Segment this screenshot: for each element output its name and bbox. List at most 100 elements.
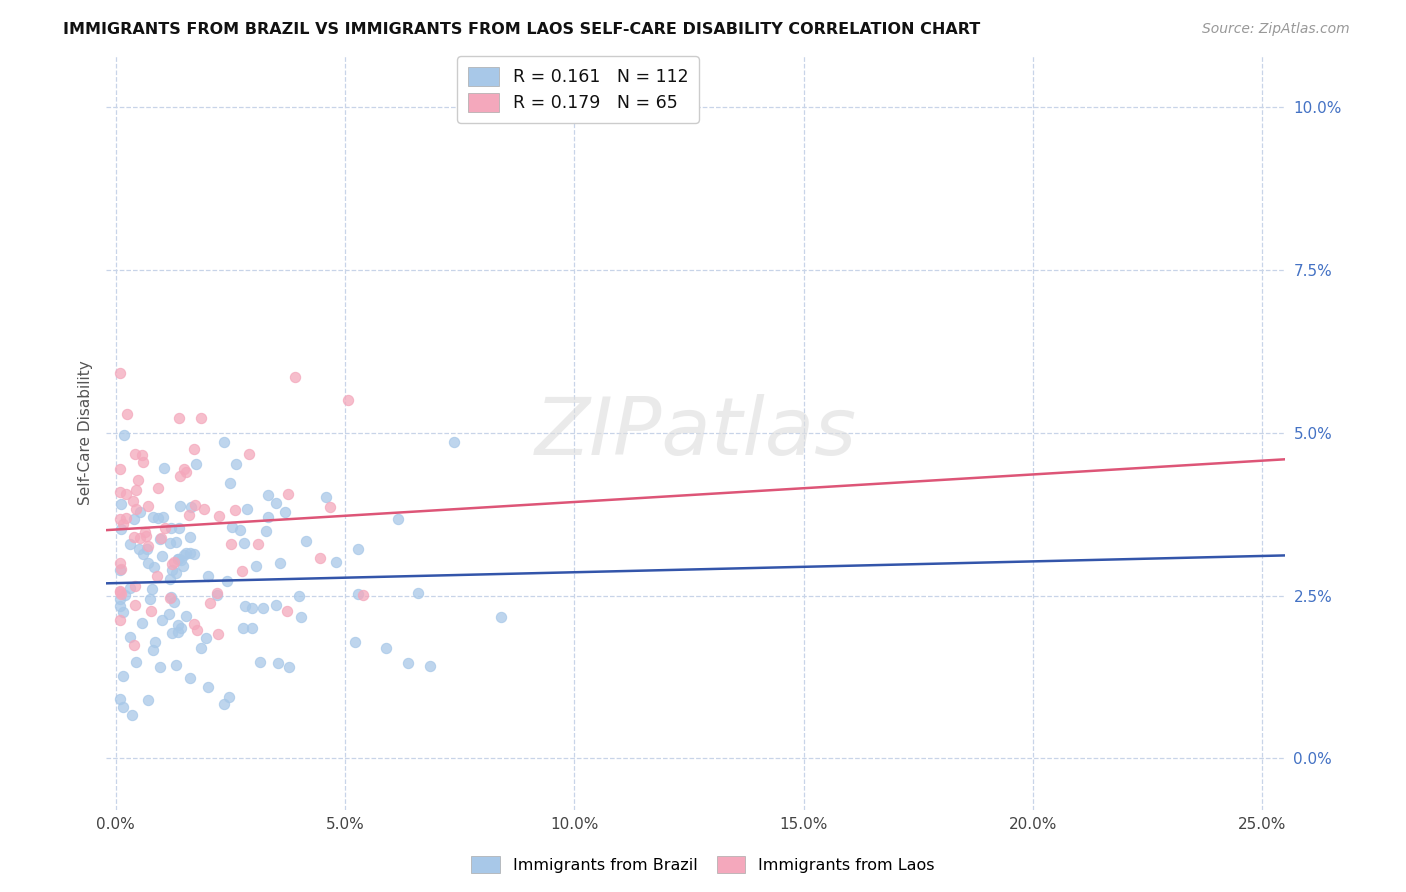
Point: [225, 457, 247, 471]
Point: [396, 657, 419, 671]
Point: [179, 530, 201, 544]
Point: [139, 592, 162, 607]
Point: [128, 505, 150, 519]
Point: [174, 465, 197, 479]
Point: [121, 708, 143, 723]
Point: [110, 523, 132, 537]
Point: [146, 511, 169, 525]
Point: [160, 626, 183, 640]
Point: [136, 539, 159, 553]
Point: [347, 542, 370, 557]
Point: [184, 457, 207, 471]
Point: [110, 599, 132, 613]
Point: [129, 531, 152, 545]
Point: [208, 509, 231, 524]
Point: [110, 563, 132, 577]
Point: [142, 559, 165, 574]
Point: [174, 608, 197, 623]
Point: [264, 598, 287, 612]
Point: [207, 585, 229, 599]
Point: [346, 587, 368, 601]
Point: [153, 461, 176, 475]
Point: [276, 604, 298, 618]
Point: [167, 624, 190, 639]
Point: [352, 588, 374, 602]
Point: [374, 640, 396, 655]
Point: [266, 496, 288, 510]
Point: [122, 512, 145, 526]
Point: [110, 462, 132, 476]
Point: [173, 548, 195, 562]
Point: [273, 505, 295, 519]
Point: [232, 621, 254, 635]
Point: [114, 588, 136, 602]
Point: [172, 559, 194, 574]
Point: [277, 486, 299, 500]
Text: ZIPatlas: ZIPatlas: [534, 393, 856, 472]
Point: [110, 366, 132, 380]
Point: [110, 561, 132, 575]
Point: [245, 559, 267, 574]
Point: [221, 519, 243, 533]
Point: [159, 536, 181, 550]
Point: [169, 500, 191, 514]
Point: [288, 589, 311, 603]
Point: [152, 510, 174, 524]
Point: [295, 533, 318, 548]
Point: [124, 447, 146, 461]
Point: [125, 656, 148, 670]
Point: [141, 582, 163, 596]
Point: [110, 485, 132, 500]
Point: [135, 529, 157, 543]
Point: [146, 481, 169, 495]
Point: [183, 547, 205, 561]
Point: [174, 546, 197, 560]
Point: [110, 497, 132, 511]
Point: [170, 621, 193, 635]
Point: [224, 503, 246, 517]
Point: [315, 490, 337, 504]
Point: [247, 537, 270, 551]
Point: [167, 552, 190, 566]
Point: [112, 669, 135, 683]
Point: [121, 493, 143, 508]
Point: [238, 447, 260, 461]
Point: [163, 594, 186, 608]
Point: [136, 556, 159, 570]
Point: [118, 537, 141, 551]
Point: [197, 680, 219, 694]
Point: [284, 370, 307, 384]
Point: [170, 553, 193, 567]
Point: [290, 610, 312, 624]
Point: [406, 586, 429, 600]
Point: [110, 692, 132, 706]
Point: [141, 604, 163, 618]
Point: [159, 572, 181, 586]
Point: [179, 508, 201, 522]
Point: [229, 523, 252, 537]
Point: [198, 596, 221, 610]
Point: [110, 592, 132, 607]
Point: [159, 521, 181, 535]
Point: [124, 638, 146, 652]
Point: [136, 542, 159, 557]
Point: [419, 659, 441, 673]
Point: [232, 536, 254, 550]
Point: [142, 643, 165, 657]
Point: [190, 640, 212, 655]
Point: [160, 557, 183, 571]
Point: [267, 656, 290, 670]
Point: [252, 601, 274, 615]
Point: [128, 542, 150, 557]
Point: [179, 671, 201, 685]
Point: [138, 499, 160, 513]
Point: [162, 555, 184, 569]
Point: [134, 524, 156, 539]
Point: [166, 618, 188, 632]
Point: [240, 601, 263, 615]
Text: IMMIGRANTS FROM BRAZIL VS IMMIGRANTS FROM LAOS SELF-CARE DISABILITY CORRELATION : IMMIGRANTS FROM BRAZIL VS IMMIGRANTS FRO…: [63, 22, 980, 37]
Point: [169, 468, 191, 483]
Point: [278, 659, 301, 673]
Point: [343, 635, 366, 649]
Point: [336, 392, 359, 407]
